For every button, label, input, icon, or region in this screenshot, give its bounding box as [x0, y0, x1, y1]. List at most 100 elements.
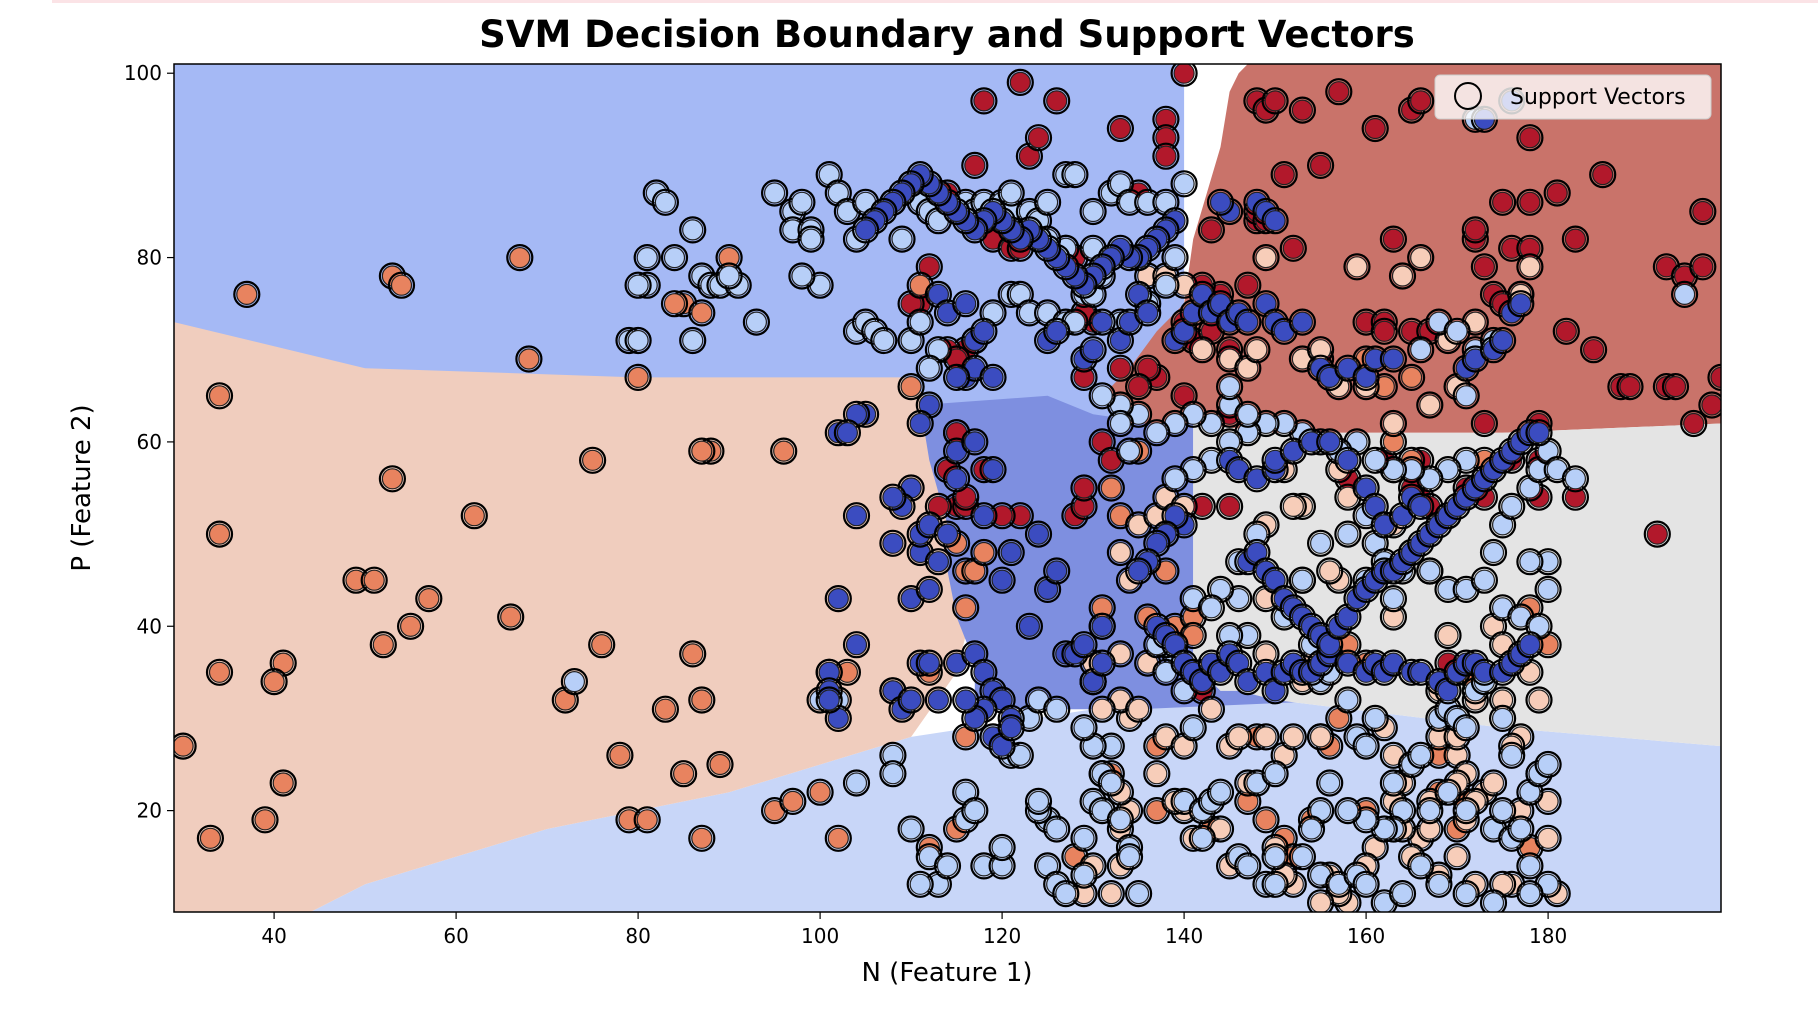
point-light_blue	[964, 799, 986, 822]
support-vector-ring	[1152, 188, 1180, 216]
support-vector-ring	[997, 538, 1025, 567]
support-vector-ring	[1279, 437, 1307, 465]
support-vector-ring	[988, 566, 1016, 594]
y-axis-ticks: 20 40 60 80 100	[124, 61, 174, 823]
point-blue	[818, 689, 840, 711]
support-vector-ring	[1225, 649, 1253, 677]
support-vector-ring	[1179, 400, 1207, 428]
point-peach	[1519, 256, 1541, 278]
support-vector-ring	[1388, 262, 1417, 290]
support-vector-ring	[952, 594, 980, 622]
point-dark_red	[1309, 154, 1332, 176]
support-vector-ring	[1270, 161, 1298, 189]
support-vector-ring	[879, 677, 907, 705]
support-vector-ring	[1234, 400, 1262, 428]
point-orange	[272, 772, 294, 794]
point-orange	[372, 634, 394, 656]
support-vector-ring	[1097, 879, 1125, 908]
support-vector-ring	[1225, 584, 1253, 613]
x-tick-label: 160	[1347, 924, 1385, 948]
support-vector-ring	[1488, 796, 1517, 825]
support-vector-ring	[1143, 419, 1171, 447]
y-axis-label: P (Feature 2)	[67, 404, 97, 571]
support-vector-ring	[915, 391, 943, 419]
point-light_blue	[1109, 809, 1132, 831]
support-vector-ring	[1279, 234, 1307, 262]
point-light_blue	[1073, 827, 1095, 849]
support-vector-ring	[1161, 631, 1189, 659]
support-vector-ring	[970, 658, 998, 686]
support-vector-ring	[1124, 879, 1153, 908]
point-light_blue	[1055, 882, 1077, 905]
support-vector-ring	[1243, 336, 1271, 364]
support-vector-ring	[997, 179, 1025, 207]
point-light_blue	[1100, 772, 1122, 794]
support-vector-ring	[1425, 308, 1453, 336]
support-vector-ring	[888, 225, 916, 253]
support-vector-ring	[1152, 658, 1180, 686]
scatter-points	[174, 64, 1721, 912]
support-vector-ring	[1252, 806, 1280, 834]
point-dark_red	[964, 154, 986, 176]
support-vector-ring	[933, 299, 962, 327]
support-vector-ring	[879, 529, 907, 557]
support-vector-ring	[1279, 723, 1307, 751]
support-vector-ring	[1079, 667, 1107, 696]
support-vector-ring	[1498, 492, 1526, 520]
support-vector-ring	[1543, 456, 1571, 484]
support-vector-ring	[952, 483, 980, 511]
point-blue	[1382, 348, 1405, 370]
x-tick-label: 120	[983, 924, 1021, 948]
support-vector-ring	[1370, 889, 1398, 912]
support-vector-ring	[1316, 428, 1344, 456]
support-vector-ring	[924, 207, 953, 235]
support-vector-ring	[979, 363, 1007, 391]
point-light_blue	[1036, 191, 1059, 213]
support-vector-ring	[460, 502, 488, 530]
point-dark_red	[1664, 376, 1687, 398]
support-vector-ring	[633, 244, 661, 272]
support-vector-ring	[1306, 529, 1335, 557]
support-vector-ring	[1043, 317, 1071, 345]
support-vector-ring	[1452, 879, 1480, 908]
point-orange	[900, 376, 922, 398]
point-light_blue	[1419, 799, 1441, 822]
support-vector-ring	[842, 769, 871, 797]
support-vector-ring	[1316, 363, 1344, 391]
support-vector-ring	[1152, 723, 1180, 751]
point-orange	[591, 634, 613, 656]
support-vector-ring	[651, 695, 680, 723]
support-vector-ring	[1479, 889, 1508, 912]
support-vector-ring	[806, 271, 834, 299]
point-light_blue	[873, 329, 895, 352]
support-vector-ring	[906, 271, 934, 299]
support-vector-ring	[1443, 843, 1471, 871]
point-light_blue	[1073, 864, 1095, 886]
point-light_blue	[900, 818, 922, 840]
support-vector-ring	[1115, 437, 1144, 465]
point-light_blue	[1300, 818, 1323, 840]
point-dark_red	[1519, 127, 1541, 149]
point-peach	[1310, 892, 1332, 912]
support-vector-ring	[897, 290, 925, 318]
support-vector-ring	[669, 760, 698, 788]
support-vector-ring	[952, 686, 980, 714]
point-peach	[1109, 541, 1132, 564]
point-light_blue	[1237, 403, 1259, 425]
x-tick-label: 60	[443, 924, 468, 948]
support-vector-ring	[1516, 253, 1544, 281]
point-orange	[773, 440, 795, 462]
support-vector-ring	[397, 612, 425, 640]
support-vector-ring	[1070, 861, 1098, 889]
support-vector-ring	[1070, 474, 1098, 502]
support-vector-ring	[1425, 870, 1453, 898]
point-dark_red	[1328, 81, 1350, 103]
support-vector-ring	[1006, 741, 1034, 769]
y-tick-label: 80	[137, 246, 162, 270]
support-vector-ring	[1488, 511, 1517, 539]
point-peach	[1100, 882, 1122, 905]
support-vector-ring	[1561, 465, 1590, 493]
support-vector-ring	[1043, 695, 1071, 723]
support-vector-ring	[1015, 612, 1044, 640]
support-vector-ring	[970, 502, 998, 530]
